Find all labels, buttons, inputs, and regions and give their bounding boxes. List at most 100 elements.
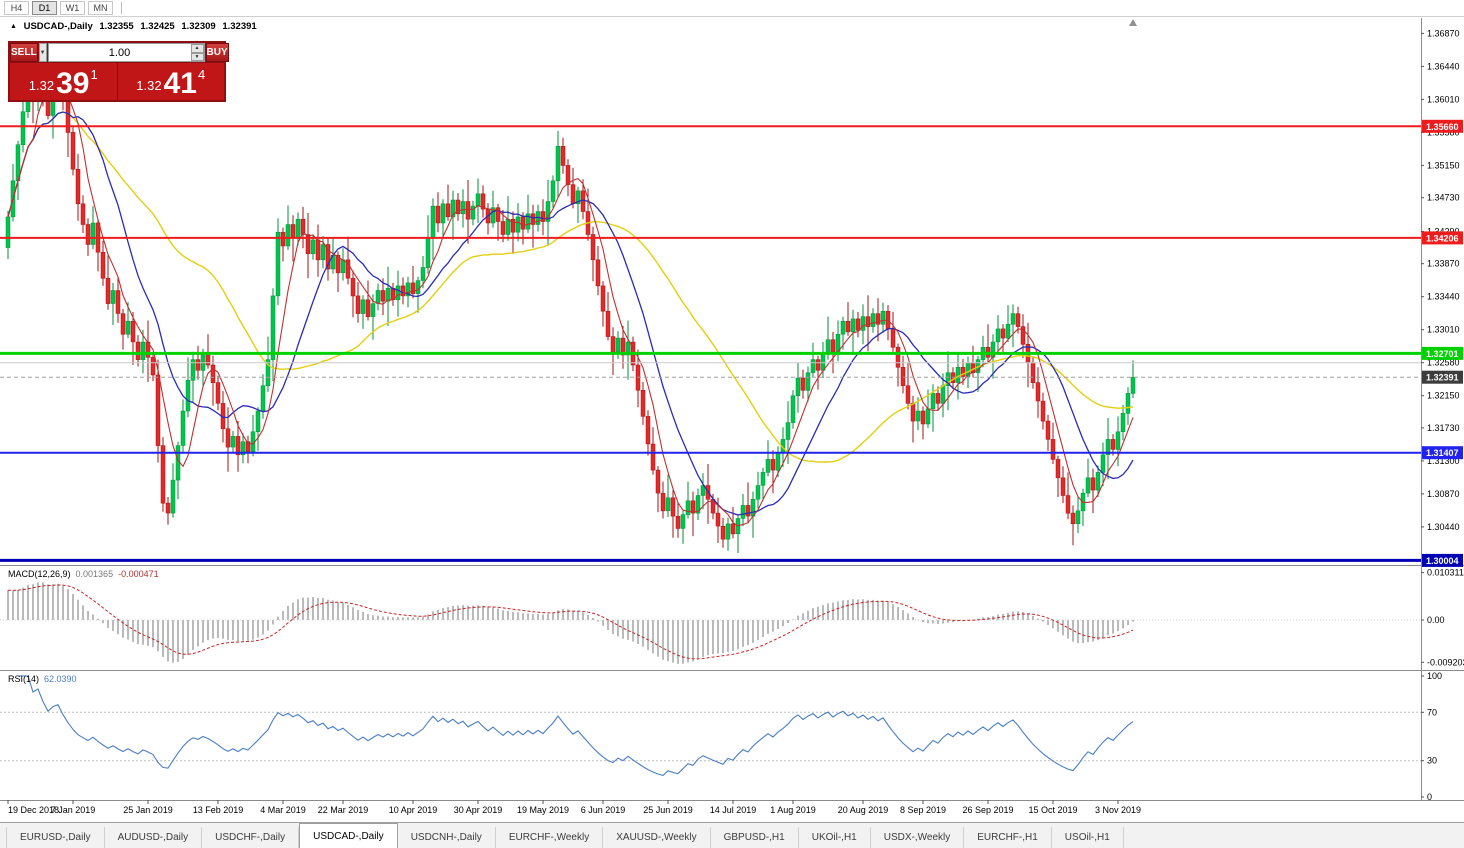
date-label: 25 Jun 2019 <box>643 805 693 815</box>
sell-price-big-digits: 39 <box>56 67 90 100</box>
buy-price-prefix: 1.32 <box>136 78 162 93</box>
chart-tab-xauusd-weekly[interactable]: XAUUSD-,Weekly <box>603 827 711 848</box>
date-label: 4 Mar 2019 <box>260 805 306 815</box>
price-scale-label: 1.34730 <box>1427 193 1460 203</box>
rsi-name: RSI(14) <box>8 674 40 684</box>
price-scale-label: 1.36870 <box>1427 28 1460 38</box>
date-label: 1 Aug 2019 <box>770 805 816 815</box>
rsi-layer <box>0 675 1421 777</box>
chart-tab-audusd-daily[interactable]: AUDUSD-,Daily <box>105 827 203 848</box>
volume-dropdown-button[interactable]: ▼ <box>38 43 47 62</box>
sell-price-display[interactable]: 1.32 39 1 <box>10 63 118 100</box>
date-label: 30 Apr 2019 <box>454 805 503 815</box>
price-scale-label: 1.32150 <box>1427 391 1460 401</box>
chart-shift-marker-icon[interactable] <box>1129 19 1137 26</box>
macd-scale-label: 0.00 <box>1427 615 1445 625</box>
price-scale-label: 1.36010 <box>1427 94 1460 104</box>
price-tag <box>1422 346 1463 360</box>
sell-price-pipette: 1 <box>90 67 98 82</box>
chart-tab-usoil-h1[interactable]: USOil-,H1 <box>1052 827 1124 848</box>
chart-tab-gbpusd-h1[interactable]: GBPUSD-,H1 <box>711 827 799 848</box>
chart-tab-bar: EURUSD-,Daily AUDUSD-,Daily USDCHF-,Daily U… <box>0 822 1464 848</box>
date-label: 13 Feb 2019 <box>193 805 244 815</box>
ohlc-close: 1.32391 <box>222 21 257 32</box>
price-tag-label: 1.30004 <box>1426 556 1459 566</box>
macd-main-value: 0.001365 <box>75 569 114 579</box>
price-scale-label: 1.30870 <box>1427 489 1460 499</box>
price-scale-label: 1.33870 <box>1427 259 1460 269</box>
chart-tab-usdx-weekly[interactable]: USDX-,Weekly <box>871 827 965 848</box>
price-tag-label: 1.31407 <box>1426 448 1459 458</box>
volume-field: ▲ ▼ <box>47 43 205 62</box>
macd-scale-label: -0.009203 <box>1427 657 1464 667</box>
sell-button[interactable]: SELL <box>10 43 38 62</box>
macd-layer <box>0 582 1421 664</box>
date-label: 25 Jan 2019 <box>123 805 173 815</box>
date-label: 14 Jul 2019 <box>710 805 757 815</box>
macd-signal-value: -0.000471 <box>118 569 159 579</box>
one-click-panel-toggle-icon[interactable]: ▲ <box>10 23 17 30</box>
price-scale-label: 1.36440 <box>1427 61 1460 71</box>
rsi-scale-label: 0 <box>1427 792 1432 802</box>
price-scale: 1.368701.364401.360101.355801.351501.347… <box>1421 28 1464 802</box>
macd-indicator-label: MACD(12,26,9) 0.001365 -0.000471 <box>8 569 164 579</box>
timeframe-toolbar: H4 D1 W1 MN <box>0 0 1464 17</box>
price-tag <box>1422 553 1463 567</box>
price-tag <box>1422 370 1463 384</box>
timeframe-button-h4[interactable]: H4 <box>4 1 29 15</box>
volume-decrease-button[interactable]: ▼ <box>190 52 204 61</box>
chevron-down-icon: ▼ <box>39 49 46 56</box>
price-tag <box>1422 231 1463 245</box>
buy-price-pipette: 4 <box>197 67 206 82</box>
buy-button[interactable]: BUY <box>205 43 229 62</box>
chart-tab-usdchf-daily[interactable]: USDCHF-,Daily <box>202 827 300 848</box>
chart-canvas[interactable]: 1.368701.364401.360101.355801.351501.347… <box>0 0 1464 822</box>
date-label: 26 Sep 2019 <box>962 805 1013 815</box>
trade-prices-row: 1.32 39 1 1.32 41 4 <box>10 63 224 100</box>
rsi-scale-label: 70 <box>1427 707 1437 717</box>
shift-marker <box>1129 19 1137 26</box>
chart-tab-ukoil-h1[interactable]: UKOil-,H1 <box>799 827 871 848</box>
moving-averages-layer <box>7 83 1134 527</box>
date-label: 7 Jan 2019 <box>51 805 96 815</box>
one-click-trading-panel: SELL ▼ ▲ ▼ BUY 1.32 39 1 1.32 41 <box>8 41 229 102</box>
price-tag <box>1422 119 1463 133</box>
date-label: 3 Nov 2019 <box>1095 805 1141 815</box>
rsi-scale-label: 30 <box>1427 756 1437 766</box>
timeframe-button-d1[interactable]: D1 <box>32 1 57 15</box>
date-label: 19 Dec 2018 <box>8 805 59 815</box>
price-tag-label: 1.35660 <box>1426 122 1459 132</box>
price-tag-label: 1.32701 <box>1426 349 1459 359</box>
toolbar-separator <box>121 2 122 14</box>
rsi-value: 62.0390 <box>44 674 77 684</box>
price-tag <box>1422 446 1463 460</box>
timeframe-button-mn[interactable]: MN <box>88 1 113 15</box>
date-label: 22 Mar 2019 <box>318 805 369 815</box>
price-scale-label: 1.33440 <box>1427 292 1460 302</box>
date-label: 6 Jun 2019 <box>581 805 626 815</box>
ohlc-high: 1.32425 <box>140 21 175 32</box>
date-label: 19 May 2019 <box>517 805 569 815</box>
volume-stepper: ▲ ▼ <box>190 44 204 61</box>
chart-tab-eurchf-weekly[interactable]: EURCHF-,Weekly <box>496 827 604 848</box>
chart-ohlc-header: ▲ USDCAD-,Daily 1.32355 1.32425 1.32309 … <box>10 21 261 32</box>
volume-increase-button[interactable]: ▲ <box>190 44 204 53</box>
chart-tab-eurusd-daily[interactable]: EURUSD-,Daily <box>6 827 105 848</box>
chart-tab-usdcnh-daily[interactable]: USDCNH-,Daily <box>398 827 496 848</box>
timeframe-button-w1[interactable]: W1 <box>60 1 85 15</box>
horizontal-levels-layer <box>0 125 1421 562</box>
buy-price-big-digits: 41 <box>163 67 197 100</box>
volume-input[interactable] <box>48 44 191 61</box>
buy-price-display[interactable]: 1.32 41 4 <box>117 63 224 100</box>
price-scale-label: 1.35150 <box>1427 160 1460 170</box>
price-tag-label: 1.34206 <box>1426 233 1459 243</box>
sell-price-prefix: 1.32 <box>28 78 55 93</box>
rsi-indicator-label: RSI(14) 62.0390 <box>8 674 82 684</box>
chart-tab-usdcad-daily[interactable]: USDCAD-,Daily <box>299 823 398 848</box>
chart-tab-eurchf-h1[interactable]: EURCHF-,H1 <box>964 827 1052 848</box>
rsi-scale-label: 100 <box>1427 671 1442 681</box>
panel-separators <box>0 18 1464 801</box>
date-label: 15 Oct 2019 <box>1028 805 1077 815</box>
price-scale-label: 1.32580 <box>1427 358 1460 368</box>
date-label: 20 Aug 2019 <box>838 805 889 815</box>
